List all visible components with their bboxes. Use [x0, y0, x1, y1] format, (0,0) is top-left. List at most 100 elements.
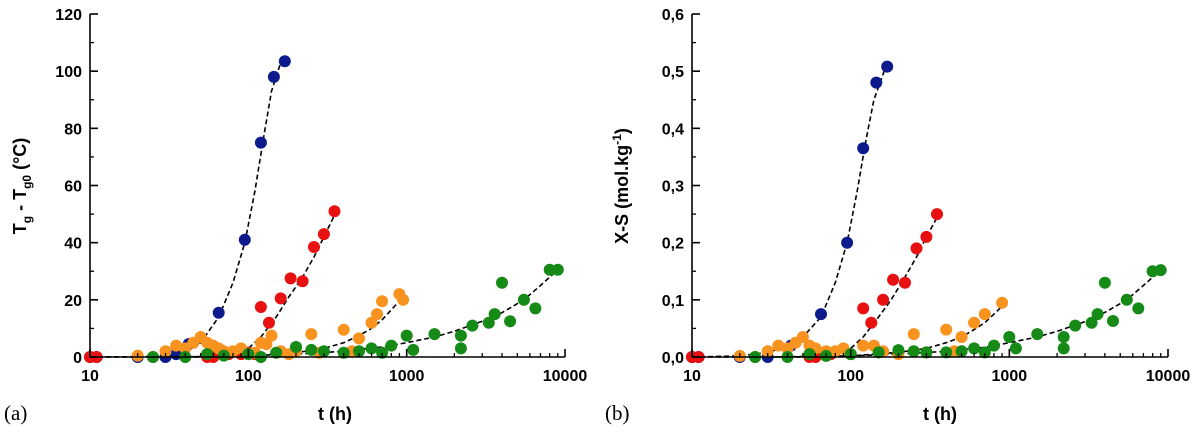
red-point: [931, 208, 943, 221]
y-tick-label: 0,5: [662, 64, 684, 81]
green-point: [872, 346, 885, 359]
x-tick-label: 10000: [1146, 368, 1191, 385]
green-point: [365, 342, 378, 355]
green-point: [1132, 302, 1145, 315]
x-tick-label: 1000: [992, 368, 1028, 385]
x-axis-title: t (h): [318, 404, 352, 424]
red-point: [317, 228, 330, 241]
green-point: [1107, 315, 1119, 327]
green-point: [1098, 276, 1111, 289]
orange-point: [796, 331, 809, 343]
green-point: [496, 276, 508, 289]
red-point: [328, 205, 341, 218]
y-axis-title: X-S (mol.kg-1): [610, 128, 632, 244]
orange-point: [772, 339, 785, 352]
orange-point: [365, 316, 378, 329]
red-point: [887, 273, 900, 286]
x-tick-label: 100: [837, 368, 864, 385]
blue-point: [870, 76, 883, 89]
blue-point: [815, 308, 827, 321]
orange-point: [940, 323, 953, 336]
red-point: [877, 293, 890, 306]
y-tick-label: 0,1: [662, 293, 684, 310]
green-point: [1091, 308, 1104, 321]
y-tick-label: 20: [64, 293, 82, 310]
orange-point: [397, 293, 410, 306]
green-point: [407, 343, 420, 356]
green-point: [1057, 342, 1070, 355]
orange-fit-curve: [165, 296, 404, 358]
red-point: [899, 276, 911, 289]
green-point: [1003, 331, 1016, 343]
green-point: [1120, 293, 1133, 306]
red-point: [920, 230, 933, 243]
y-tick-label: 60: [64, 179, 82, 196]
y-tick-label: 100: [55, 64, 82, 81]
x-tick-label: 1000: [389, 368, 425, 385]
green-point: [337, 346, 350, 359]
orange-point: [305, 328, 318, 341]
green-point: [978, 346, 991, 359]
panel-b: 10 100 1000 10000 0,0 0,1 0,2 0,3 0,4 0,5 0,6 t (h)…: [605, 7, 1190, 425]
green-point: [955, 345, 968, 358]
orange-point: [761, 345, 774, 358]
green-point: [1009, 342, 1022, 355]
green-point: [1057, 331, 1070, 343]
orange-point: [376, 295, 389, 308]
orange-point: [978, 308, 991, 321]
orange-point: [265, 329, 278, 342]
y-tick-label: 0,4: [662, 121, 684, 138]
green-point: [1154, 264, 1167, 277]
x-tick-label: 100: [235, 368, 262, 385]
x-tick-label: 10000: [543, 368, 588, 385]
blue-point: [857, 142, 870, 155]
green-point: [1069, 319, 1082, 332]
green-point: [376, 346, 389, 359]
green-point: [454, 342, 467, 355]
green-point: [907, 345, 920, 358]
green-point: [892, 344, 905, 357]
green-point: [1031, 328, 1044, 341]
orange-point: [170, 339, 183, 352]
red-point: [865, 316, 878, 329]
orange-point: [159, 345, 172, 358]
orange-fit-curve: [767, 302, 1007, 358]
blue-point: [278, 55, 291, 68]
green-point: [385, 339, 398, 352]
orange-point: [337, 323, 350, 336]
y-tick-label: 0,2: [662, 236, 684, 253]
green-point: [353, 345, 365, 358]
red-point: [284, 272, 297, 285]
green-point: [454, 329, 467, 342]
y-tick-label: 0: [73, 350, 82, 367]
red-point: [857, 302, 870, 315]
red-point: [263, 316, 275, 329]
orange-point: [857, 339, 870, 352]
green-point: [940, 346, 953, 359]
y-tick-label: 120: [55, 7, 82, 24]
green-point: [551, 263, 564, 276]
green-point: [920, 346, 933, 359]
y-tick-label: 80: [64, 121, 82, 138]
y-axis-title: Tg - Tg0 (°C): [10, 138, 34, 235]
green-point: [517, 293, 530, 306]
orange-point: [371, 308, 383, 321]
green-point: [305, 343, 318, 356]
blue-point: [212, 306, 225, 319]
red-point: [274, 292, 287, 305]
green-point: [466, 319, 479, 332]
green-point: [988, 339, 1000, 352]
y-tick-label: 0,6: [662, 7, 684, 24]
panel-label: (b): [605, 401, 630, 425]
green-point: [201, 348, 214, 361]
x-tick-label: 10: [81, 368, 99, 385]
orange-point: [955, 331, 968, 343]
orange-point: [353, 332, 365, 345]
blue-point: [881, 60, 894, 73]
green-point: [270, 346, 283, 359]
blue-point: [267, 70, 280, 83]
green-point: [968, 342, 981, 355]
panel-a: 10 100 1000 10000 0 20 40 60 80 100 120 t (h) Tg - T…: [4, 7, 587, 425]
red-point: [308, 241, 320, 253]
